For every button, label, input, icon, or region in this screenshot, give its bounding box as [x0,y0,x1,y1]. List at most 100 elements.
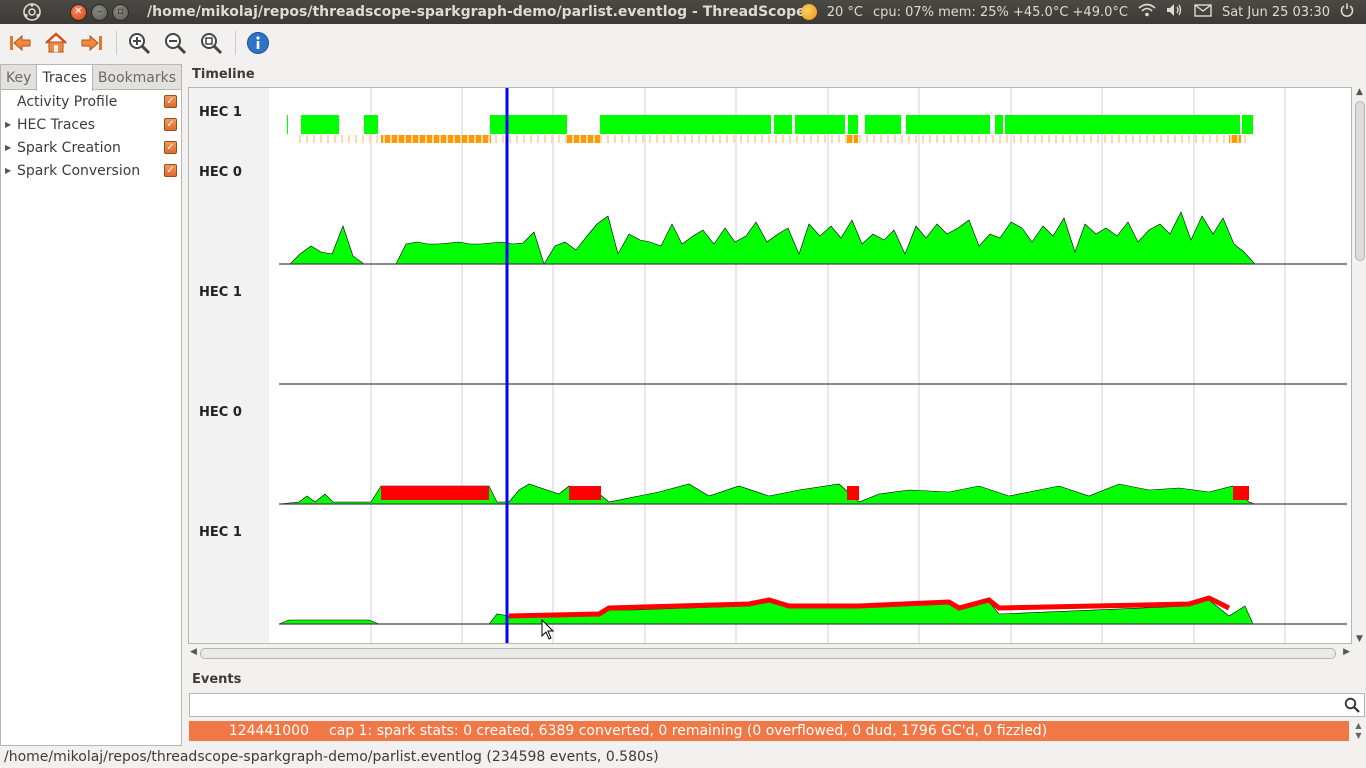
gc-tick [992,135,994,143]
gc-tick [327,135,329,143]
timeline-canvas[interactable] [189,88,1352,644]
gc-tick [299,135,301,143]
gc-tick [418,135,420,143]
home-button[interactable] [42,29,70,57]
gc-tick [306,135,308,143]
gc-tick [425,135,427,143]
hec-label: HEC 1 [199,285,242,300]
mail-icon[interactable] [1194,3,1212,21]
search-icon[interactable] [1344,697,1360,713]
gc-tick [803,135,805,143]
power-icon[interactable] [1340,3,1354,21]
gc-tick [1223,135,1225,143]
home-icon [45,32,67,53]
gc-tick [488,135,490,143]
spark-overflow-region [1233,486,1249,500]
volume-icon[interactable] [1166,3,1184,21]
window-minimize-button[interactable]: – [91,3,108,21]
gc-tick [453,135,455,143]
events-scrollbar[interactable]: ▲ ▼ [1352,721,1365,743]
expander-icon[interactable]: ▶ [5,166,12,175]
hec-label: HEC 1 [199,105,242,120]
gc-tick [985,135,987,143]
trace-item-spark-conversion[interactable]: ▶ Spark Conversion ✓ [1,159,181,182]
gc-tick [383,135,385,143]
go-last-button[interactable] [78,29,106,57]
hec-label: HEC 0 [199,165,242,180]
trace-checkbox[interactable]: ✓ [164,141,177,154]
window-maximize-button[interactable]: ▫ [112,3,129,21]
trace-item-hec-traces[interactable]: ▶ HEC Traces ✓ [1,113,181,136]
scrollbar-thumb[interactable] [1355,101,1365,261]
go-last-icon [81,34,102,52]
gc-tick [698,135,700,143]
scroll-down-icon[interactable]: ▼ [1355,731,1362,740]
clock-indicator[interactable]: Sat Jun 25 03:30 [1221,4,1330,20]
gc-tick [579,135,581,143]
events-search-input[interactable] [190,694,1330,716]
weather-icon[interactable] [800,4,817,20]
expander-icon[interactable]: ▶ [5,143,12,152]
trace-checkbox[interactable]: ✓ [164,164,177,177]
weather-indicator[interactable]: 20 °C [826,4,863,20]
window-close-button[interactable]: ✕ [70,3,87,21]
gc-tick [1132,135,1134,143]
scroll-up-icon[interactable]: ▲ [1355,721,1362,730]
scrollbar-thumb[interactable] [200,648,1336,659]
gc-tick [943,135,945,143]
gc-tick [1160,135,1162,143]
gc-tick [901,135,903,143]
trace-item-activity-profile[interactable]: Activity Profile ✓ [1,90,181,113]
gc-tick [859,135,861,143]
timeline-vertical-scrollbar[interactable]: ▲ ▼ [1353,87,1366,644]
gc-tick [705,135,707,143]
info-icon [247,32,269,54]
spark-fizzle-band [508,595,1231,619]
tab-key[interactable]: Key [0,64,38,90]
running-segment [906,115,990,134]
gc-tick [950,135,952,143]
running-segment [301,115,339,134]
toolbar-separator [235,31,236,55]
running-segment [865,115,901,134]
tab-bookmarks[interactable]: Bookmarks [91,64,183,90]
scroll-down-icon[interactable]: ▼ [1356,634,1363,644]
scroll-up-icon[interactable]: ▲ [1356,87,1363,97]
trace-checkbox[interactable]: ✓ [164,95,177,108]
timeline-horizontal-scrollbar[interactable]: ◀ ▶ [188,646,1352,660]
scroll-right-icon[interactable]: ▶ [1343,647,1350,657]
running-segment [490,115,567,134]
zoom-fit-button[interactable] [197,29,225,57]
gc-tick [887,135,889,143]
timeline-view[interactable]: HEC 1 HEC 0 HEC 1 HEC 0 HEC 1 [188,87,1352,644]
zoom-in-button[interactable] [125,29,153,57]
event-description: cap 1: spark stats: 0 created, 6389 conv… [329,723,1048,739]
gc-tick [530,135,532,143]
gc-tick [831,135,833,143]
trace-checkbox[interactable]: ✓ [164,118,177,131]
running-segment [1005,115,1240,134]
event-row[interactable]: 124441000 cap 1: spark stats: 0 created,… [189,721,1349,741]
gc-tick [565,135,567,143]
gc-tick [880,135,882,143]
gc-tick [572,135,574,143]
gc-tick [754,135,756,143]
trace-item-spark-creation[interactable]: ▶ Spark Creation ✓ [1,136,181,159]
gc-tick [684,135,686,143]
gc-tick [1097,135,1099,143]
gc-tick [1013,135,1015,143]
wifi-icon[interactable] [1138,3,1156,21]
system-monitor-indicator[interactable]: cpu: 07% mem: 25% +45.0°C +49.0°C [872,4,1128,20]
go-first-button[interactable] [6,29,34,57]
info-button[interactable] [244,29,272,57]
tab-traces[interactable]: Traces [36,64,93,91]
scroll-left-icon[interactable]: ◀ [190,647,197,657]
gc-tick [740,135,742,143]
ubuntu-logo-icon[interactable] [20,0,44,24]
gc-tick [838,135,840,143]
gc-tick [432,135,434,143]
gc-tick [495,135,497,143]
trace-label: Spark Conversion [17,162,141,179]
zoom-out-button[interactable] [161,29,189,57]
expander-icon[interactable]: ▶ [5,120,12,129]
